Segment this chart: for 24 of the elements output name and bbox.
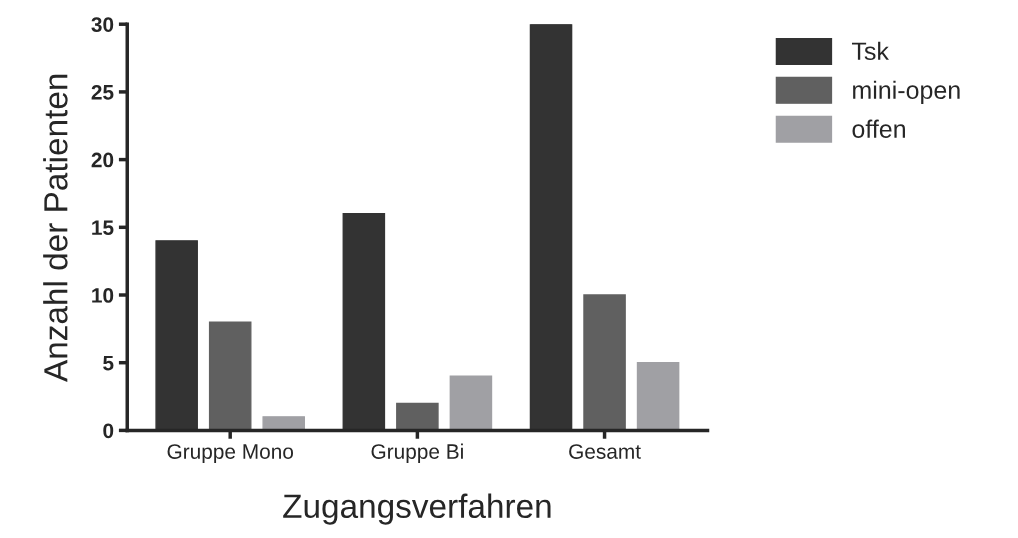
x-tick-label: Gruppe Mono bbox=[167, 444, 294, 464]
y-tick-label: 20 bbox=[91, 152, 114, 168]
bar bbox=[636, 362, 680, 431]
x-axis-title: Zugangsverfahren bbox=[283, 493, 551, 525]
legend-label: Tsk bbox=[851, 41, 889, 61]
bar bbox=[342, 213, 386, 431]
bar bbox=[449, 375, 493, 431]
bar bbox=[396, 402, 439, 431]
y-tick-label: 0 bbox=[103, 423, 114, 439]
y-tick-label: 30 bbox=[91, 17, 114, 32]
bar bbox=[262, 416, 306, 431]
y-tick-label: 10 bbox=[92, 288, 114, 303]
y-tick-label: 5 bbox=[103, 355, 114, 371]
y-axis-title: Anzahl der Patienten bbox=[43, 74, 68, 382]
legend-label: offen bbox=[852, 119, 905, 138]
bar bbox=[529, 24, 573, 431]
x-tick-label: Gesamt bbox=[569, 444, 641, 459]
x-tick-label: Gruppe Bi bbox=[371, 443, 463, 464]
bar bbox=[155, 240, 198, 431]
y-tick-label: 25 bbox=[91, 84, 114, 100]
y-tick-label: 15 bbox=[92, 220, 114, 236]
bar bbox=[583, 294, 626, 431]
bar bbox=[208, 321, 252, 431]
legend-label: mini-open bbox=[853, 80, 960, 104]
